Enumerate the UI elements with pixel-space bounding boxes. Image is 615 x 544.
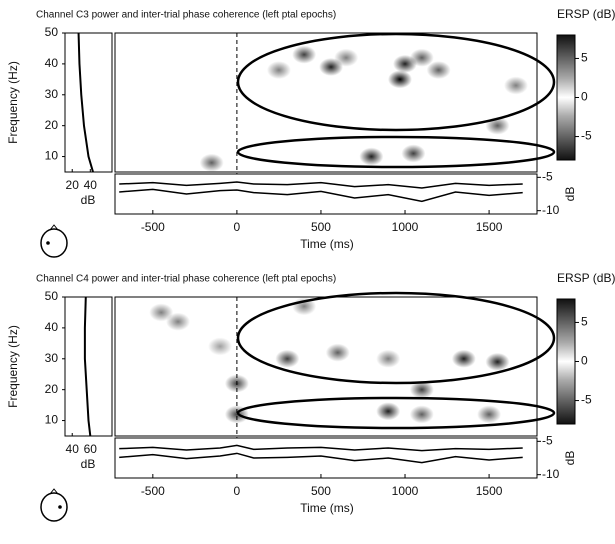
- y-tick-label: 40: [45, 56, 59, 70]
- colorbar-tick-label: -5: [581, 393, 592, 407]
- ersp-blob: [503, 76, 528, 95]
- strip-tick-label: -10: [542, 467, 560, 481]
- electrode: [58, 505, 62, 509]
- electrode: [46, 241, 50, 245]
- y-axis-label: Frequency (Hz): [6, 325, 20, 408]
- head: [40, 492, 68, 522]
- ersp-blob: [325, 343, 350, 362]
- x-tick-label: 0: [234, 484, 241, 498]
- ersp-blob: [334, 48, 359, 67]
- x-tick-label: -500: [141, 484, 165, 498]
- ersp-blob: [426, 61, 451, 80]
- panel-title: Channel C4 power and inter-trial phase c…: [36, 274, 336, 285]
- ersp-blob: [451, 349, 476, 368]
- colorbar-tick-label: 0: [581, 90, 588, 104]
- power-frame: [64, 32, 113, 173]
- highlight: [236, 32, 556, 132]
- power-tick-label: 20: [66, 178, 80, 192]
- ersp-blob: [409, 380, 434, 399]
- nose: [49, 224, 59, 231]
- ersp-blob: [166, 312, 191, 331]
- ersp-blob: [376, 402, 401, 421]
- y-tick-label: 10: [45, 413, 59, 427]
- ersp-blob: [199, 153, 224, 172]
- ersp-blob: [359, 147, 384, 166]
- map-bg: [115, 33, 537, 172]
- head: [40, 228, 68, 258]
- colorbar-tick-label: 0: [581, 354, 588, 368]
- x-tick-label: 1000: [392, 220, 419, 234]
- colorbar-tick-label: 5: [581, 51, 588, 65]
- y-tick-label: 20: [45, 118, 59, 132]
- ersp-blob: [409, 405, 434, 424]
- strip-tick-label: -5: [542, 434, 553, 448]
- power-curve: [83, 296, 92, 437]
- strip-trace: [119, 181, 523, 189]
- colorbar-title: ERSP (dB): [557, 271, 615, 285]
- strip-trace: [119, 188, 523, 203]
- ersp-blob: [387, 70, 412, 89]
- y-tick-label: 30: [45, 351, 59, 365]
- strip-trace: [119, 444, 523, 452]
- ersp-blob: [376, 349, 401, 368]
- highlight: [236, 135, 556, 169]
- ersp-blob: [477, 405, 502, 424]
- power-curve: [77, 32, 94, 173]
- power-tick-label: 40: [66, 442, 80, 456]
- nose: [49, 488, 59, 495]
- panel-title: Channel C3 power and inter-trial phase c…: [36, 10, 336, 21]
- colorbar: [556, 298, 576, 425]
- strip-tick-label: -5: [542, 170, 553, 184]
- power-label: dB: [81, 193, 96, 207]
- x-tick-label: 500: [311, 220, 331, 234]
- x-tick-label: 1500: [476, 484, 503, 498]
- ersp-blob: [485, 352, 510, 371]
- colorbar-title: ERSP (dB): [557, 7, 615, 21]
- y-tick-label: 50: [45, 289, 59, 303]
- colorbar-tick-label: 5: [581, 315, 588, 329]
- panel: Channel C3 power and inter-trial phase c…: [6, 7, 615, 258]
- x-tick-label: 0: [234, 220, 241, 234]
- highlight: [236, 396, 556, 430]
- x-tick-label: -500: [141, 220, 165, 234]
- y-tick-label: 30: [45, 87, 59, 101]
- power-label: dB: [81, 457, 96, 471]
- colorbar-tick-label: -5: [581, 129, 592, 143]
- ersp-blob: [208, 337, 233, 356]
- ersp-blob: [266, 61, 291, 80]
- panel: Channel C4 power and inter-trial phase c…: [6, 271, 615, 522]
- x-tick-label: 1000: [392, 484, 419, 498]
- ersp-blob: [275, 349, 300, 368]
- power-tick-label: 40: [84, 178, 98, 192]
- strip-tick-label: -10: [542, 203, 560, 217]
- y-tick-label: 10: [45, 149, 59, 163]
- ersp-blob: [149, 303, 174, 322]
- ersp-blob: [409, 48, 434, 67]
- x-axis-label: Time (ms): [300, 501, 354, 515]
- y-tick-label: 40: [45, 320, 59, 334]
- strip-label: dB: [563, 187, 577, 202]
- y-tick-label: 20: [45, 382, 59, 396]
- ersp-blob: [401, 144, 426, 163]
- ersp-blob: [292, 45, 317, 64]
- strip-label: dB: [563, 451, 577, 466]
- power-tick-label: 60: [84, 442, 98, 456]
- x-tick-label: 1500: [476, 220, 503, 234]
- x-tick-label: 500: [311, 484, 331, 498]
- strip-trace: [119, 452, 523, 464]
- y-tick-label: 50: [45, 25, 59, 39]
- colorbar: [556, 34, 576, 161]
- y-axis-label: Frequency (Hz): [6, 61, 20, 144]
- highlight: [236, 291, 556, 385]
- x-axis-label: Time (ms): [300, 237, 354, 251]
